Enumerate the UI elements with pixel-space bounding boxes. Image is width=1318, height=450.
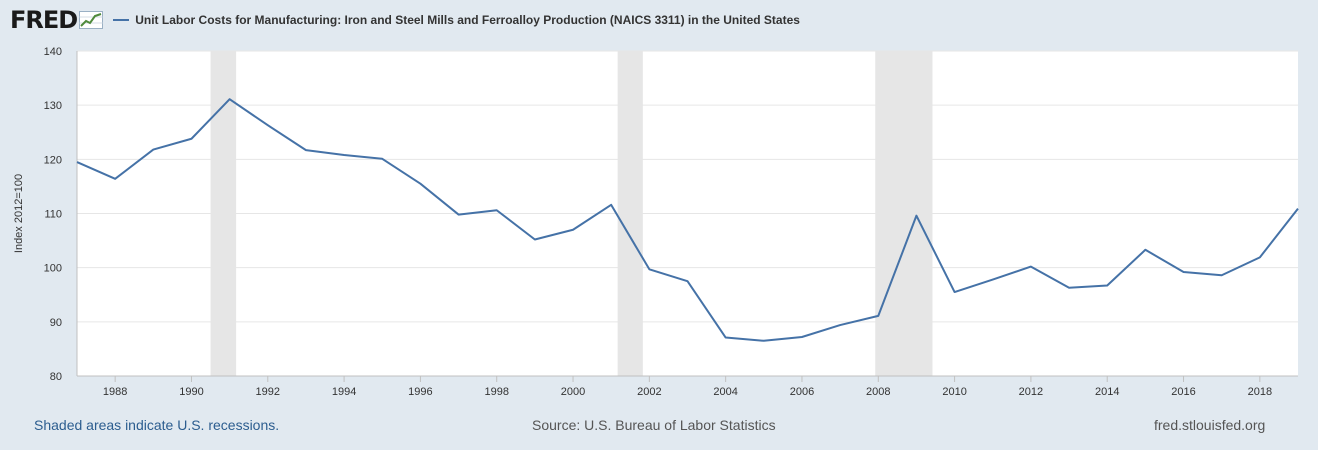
y-tick-label: 110 (44, 209, 62, 221)
legend-swatch (113, 19, 130, 21)
chart-header: FRED Unit Labor Costs for Manufacturing:… (10, 6, 800, 34)
y-tick-label: 120 (44, 154, 62, 166)
chart-legend: Unit Labor Costs for Manufacturing: Iron… (113, 13, 800, 27)
x-tick-label: 1992 (256, 386, 280, 398)
y-tick-label: 80 (50, 371, 62, 383)
x-tick-label: 1998 (484, 386, 508, 398)
site-link[interactable]: fred.stlouisfed.org (1154, 417, 1266, 433)
x-tick-label: 2014 (1095, 386, 1119, 398)
x-tick-label: 1994 (332, 386, 356, 398)
x-tick-label: 1996 (408, 386, 432, 398)
x-tick-label: 2002 (637, 386, 661, 398)
y-tick-label: 90 (50, 317, 62, 329)
fred-logo[interactable]: FRED (10, 6, 104, 34)
line-chart[interactable]: 80 90 100 110 120 130 140 1988 1990 1992 1994 1996 1… (0, 0, 1318, 410)
x-tick-label: 2012 (1019, 386, 1043, 398)
x-tick-label: 2000 (561, 386, 585, 398)
x-tick-label: 1988 (103, 386, 127, 398)
x-tick-label: 2008 (866, 386, 890, 398)
x-tick-label: 2004 (713, 386, 737, 398)
recession-note: Shaded areas indicate U.S. recessions. (34, 417, 280, 433)
y-tick-label: 100 (44, 263, 62, 275)
y-tick-label: 130 (44, 100, 62, 112)
x-tick-label: 2016 (1171, 386, 1195, 398)
fred-logo-text: FRED (10, 6, 78, 34)
x-tick-label: 1990 (179, 386, 203, 398)
x-tick-label: 2010 (942, 386, 966, 398)
x-tick-label: 2006 (790, 386, 814, 398)
series-line (76, 98, 1299, 342)
legend-label: Unit Labor Costs for Manufacturing: Iron… (135, 13, 800, 27)
source-note: Source: U.S. Bureau of Labor Statistics (532, 417, 776, 433)
y-axis-label: Index 2012=100 (13, 174, 25, 253)
chart-trend-icon (79, 11, 104, 29)
x-tick-label: 2018 (1248, 386, 1272, 398)
y-tick-label: 140 (44, 46, 62, 58)
